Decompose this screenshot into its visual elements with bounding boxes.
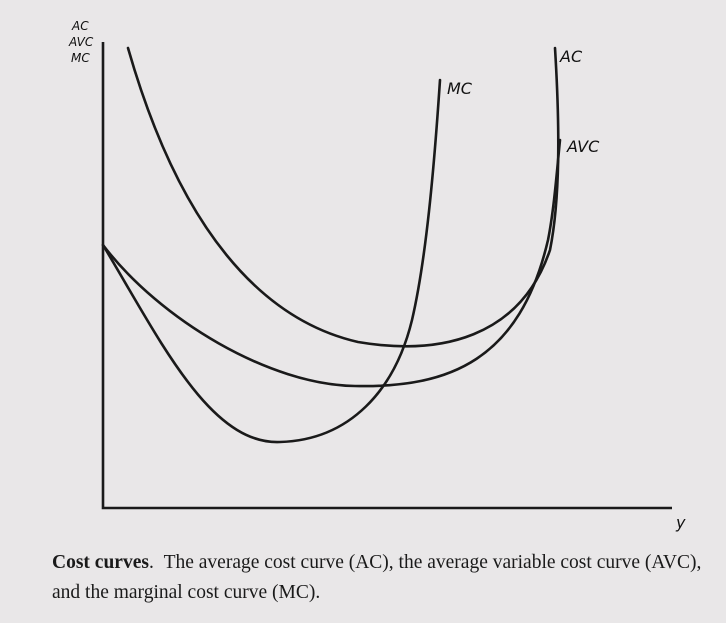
- caption-text: The average cost curve (AC), the average…: [52, 552, 702, 603]
- avc-curve: [101, 138, 562, 388]
- ac-curve: [126, 46, 560, 348]
- figure-caption: Cost curves. The average cost curve (AC)…: [52, 548, 712, 608]
- caption-separator: .: [148, 552, 154, 573]
- y-axis-label-avc: AVC: [68, 35, 94, 49]
- y-axis-label-mc: MC: [71, 51, 90, 65]
- mc-curve: [101, 78, 442, 444]
- caption-title: Cost curves: [52, 552, 149, 573]
- y-axis-label-ac: AC: [71, 19, 89, 33]
- mc-curve-label: MC: [447, 79, 473, 98]
- x-axis-label: y: [675, 513, 686, 532]
- avc-curve-label: AVC: [566, 137, 600, 156]
- axes: [101, 42, 672, 510]
- ac-curve-label: AC: [559, 47, 583, 66]
